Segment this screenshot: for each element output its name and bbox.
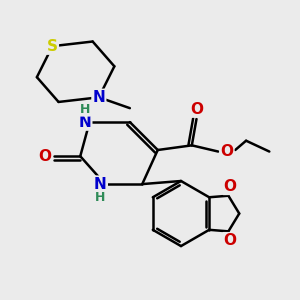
Text: O: O [224,179,236,194]
Text: O: O [220,144,233,159]
Text: N: N [92,90,105,105]
Text: O: O [190,102,203,117]
Text: H: H [80,103,90,116]
Text: O: O [224,233,236,248]
Text: S: S [47,39,58,54]
Text: O: O [39,149,52,164]
Text: N: N [79,115,91,130]
Text: H: H [95,190,106,204]
Text: N: N [94,177,107,192]
